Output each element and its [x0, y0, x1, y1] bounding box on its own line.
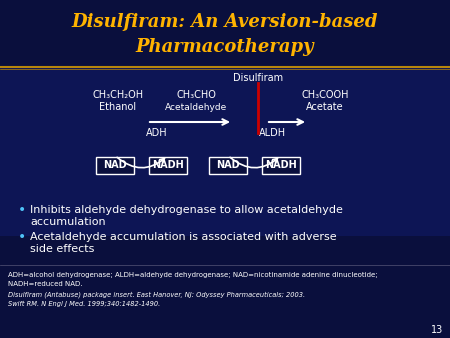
Text: Swift RM. N Engl J Med. 1999;340:1482-1490.: Swift RM. N Engl J Med. 1999;340:1482-14…: [8, 301, 160, 307]
Bar: [209, 156, 247, 173]
Text: ADH: ADH: [146, 128, 168, 138]
Text: Disulfiram: An Aversion-based: Disulfiram: An Aversion-based: [72, 13, 378, 31]
Text: Acetate: Acetate: [306, 102, 344, 112]
Text: NADH=reduced NAD.: NADH=reduced NAD.: [8, 281, 82, 287]
Bar: [96, 156, 134, 173]
Bar: [0, 68, 450, 236]
Text: side effects: side effects: [30, 244, 94, 254]
Text: Inhibits aldehyde dehydrogenase to allow acetaldehyde: Inhibits aldehyde dehydrogenase to allow…: [30, 205, 343, 215]
Text: Ethanol: Ethanol: [99, 102, 136, 112]
Text: NADH: NADH: [265, 160, 297, 170]
Bar: [149, 156, 187, 173]
Bar: [0, 236, 450, 298]
Text: NADH: NADH: [152, 160, 184, 170]
Text: Disulfiram: Disulfiram: [233, 73, 283, 83]
Text: ALDH: ALDH: [258, 128, 286, 138]
Text: accumulation: accumulation: [30, 217, 106, 227]
Text: ADH=alcohol dehydrogenase; ALDH=aldehyde dehydrogenase; NAD=nicotinamide adenine: ADH=alcohol dehydrogenase; ALDH=aldehyde…: [8, 272, 378, 278]
Text: CH₃COOH: CH₃COOH: [301, 90, 349, 100]
Text: Acetaldehyde: Acetaldehyde: [165, 102, 227, 112]
Text: Pharmacotherapy: Pharmacotherapy: [136, 38, 314, 56]
FancyArrowPatch shape: [117, 157, 164, 168]
Text: NAD: NAD: [103, 160, 127, 170]
Text: Acetaldehyde accumulation is associated with adverse: Acetaldehyde accumulation is associated …: [30, 232, 337, 242]
Text: •: •: [18, 230, 26, 244]
Text: CH₃CH₂OH: CH₃CH₂OH: [92, 90, 144, 100]
Text: 13: 13: [431, 325, 443, 335]
FancyArrowPatch shape: [230, 157, 278, 168]
Text: •: •: [18, 203, 26, 217]
Text: Disulfiram (Antabuse) package insert. East Hanover, NJ: Odyssey Pharmaceuticals;: Disulfiram (Antabuse) package insert. Ea…: [8, 292, 305, 298]
Text: NAD: NAD: [216, 160, 240, 170]
Bar: [262, 156, 300, 173]
Text: CH₃CHO: CH₃CHO: [176, 90, 216, 100]
